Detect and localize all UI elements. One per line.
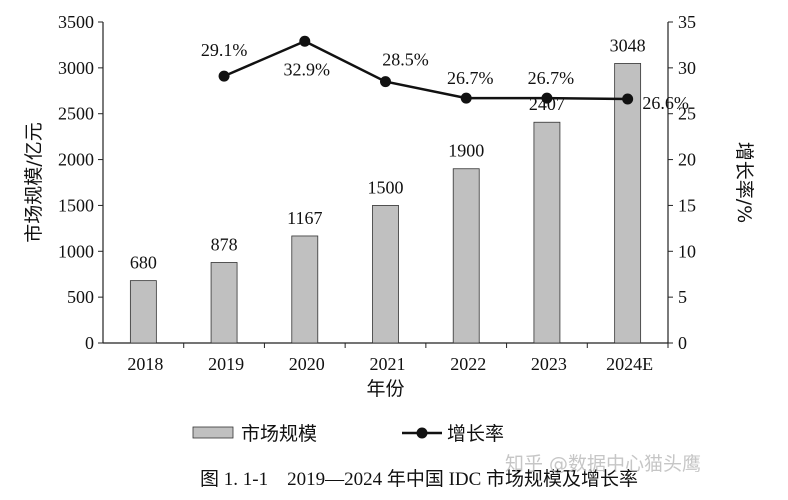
growth-point: [299, 35, 311, 47]
right-tick-label: 20: [678, 150, 696, 170]
left-tick-label: 500: [67, 287, 94, 307]
bar: [533, 121, 561, 344]
left-tick-label: 3500: [58, 12, 94, 32]
left-tick-label: 2500: [58, 104, 94, 124]
growth-value-label: 26.7%: [528, 68, 575, 88]
x-tick-label: 2021: [370, 354, 406, 374]
bar-value-label: 3048: [610, 35, 646, 55]
x-tick-label: 2018: [127, 354, 163, 374]
right-tick-label: 30: [678, 58, 696, 78]
legend-bar-swatch: [192, 426, 234, 439]
growth-point: [541, 92, 553, 104]
bar-value-label: 680: [130, 253, 157, 273]
bar: [210, 262, 238, 344]
bar-value-label: 1500: [368, 177, 404, 197]
bar-value-label: 878: [211, 234, 238, 254]
left-tick-label: 1000: [58, 241, 94, 261]
legend-line-marker: [416, 427, 428, 439]
growth-value-label: 26.6%: [642, 93, 689, 113]
x-tick-label: 2023: [531, 354, 567, 374]
right-tick-label: 0: [678, 333, 687, 353]
x-tick-label: 2019: [208, 354, 244, 374]
right-tick-label: 5: [678, 287, 687, 307]
growth-point: [460, 92, 472, 104]
left-tick-label: 1500: [58, 195, 94, 215]
bar: [291, 235, 319, 344]
right-tick-label: 25: [678, 104, 696, 124]
growth-value-label: 26.7%: [447, 68, 494, 88]
left-tick-label: 3000: [58, 58, 94, 78]
legend-line-label: 增长率: [447, 423, 504, 445]
left-tick-label: 2000: [58, 150, 94, 170]
x-tick-label: 2020: [289, 354, 325, 374]
bar: [614, 63, 642, 344]
y2-axis-title: 增长率/%: [733, 142, 755, 223]
right-tick-label: 35: [678, 12, 696, 32]
growth-line: [223, 39, 628, 101]
x-tick-label: 2022: [450, 354, 486, 374]
right-tick-label: 10: [678, 241, 696, 261]
left-tick-label: 0: [85, 333, 94, 353]
bar: [452, 168, 480, 344]
x-axis-title: 年份: [366, 378, 404, 400]
watermark: 知乎 @数据中心猫头鹰: [505, 453, 701, 475]
figure-caption: 图 1. 1-1 2019—2024 年中国 IDC 市场规模及增长率: [200, 468, 638, 490]
growth-value-label: 28.5%: [382, 50, 429, 70]
bar-value-label: 1167: [287, 208, 322, 228]
right-tick-label: 15: [678, 195, 696, 215]
growth-point: [218, 70, 230, 82]
growth-value-label: 29.1%: [201, 40, 248, 60]
y-axis-title: 市场规模/亿元: [23, 122, 45, 242]
bar-value-label: 1900: [448, 141, 484, 161]
bar: [129, 280, 157, 344]
legend-bar-label: 市场规模: [241, 423, 317, 445]
growth-value-label: 32.9%: [284, 59, 331, 79]
growth-point: [380, 76, 391, 88]
x-tick-label: 2024E: [606, 354, 653, 374]
growth-point: [622, 93, 634, 105]
bar: [372, 205, 399, 344]
